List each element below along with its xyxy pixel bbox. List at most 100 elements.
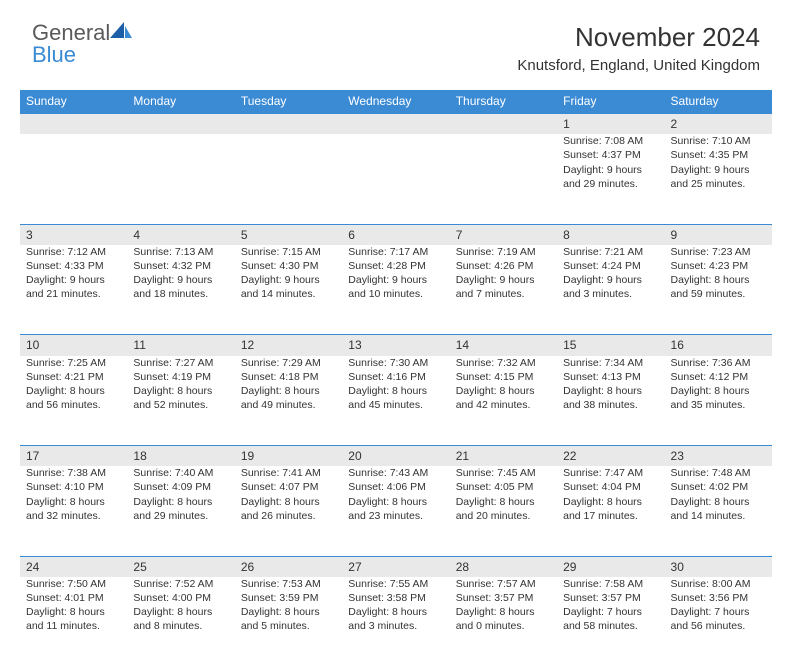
daynum-cell: 17 <box>20 446 127 466</box>
location: Knutsford, England, United Kingdom <box>517 57 760 74</box>
daylight2-text: and 23 minutes. <box>348 509 443 523</box>
day-number: 29 <box>563 560 576 574</box>
sunset-text: Sunset: 4:02 PM <box>671 480 766 494</box>
sunrise-text: Sunrise: 7:40 AM <box>133 466 228 480</box>
daynum-row: 3456789 <box>20 225 772 245</box>
daynum-cell: 9 <box>665 225 772 245</box>
day-number: 13 <box>348 338 361 352</box>
day-number: 26 <box>241 560 254 574</box>
sunset-text: Sunset: 4:23 PM <box>671 259 766 273</box>
daylight1-text: Daylight: 8 hours <box>456 495 551 509</box>
sunset-text: Sunset: 4:32 PM <box>133 259 228 273</box>
header: GeneralBlue November 2024 Knutsford, Eng… <box>0 0 792 82</box>
day-cell: Sunrise: 7:36 AMSunset: 4:12 PMDaylight:… <box>665 356 772 446</box>
sunset-text: Sunset: 4:21 PM <box>26 370 121 384</box>
day-number: 5 <box>241 228 248 242</box>
daylight2-text: and 58 minutes. <box>563 619 658 633</box>
daynum-row: 17181920212223 <box>20 446 772 466</box>
daynum-cell: 7 <box>450 225 557 245</box>
day-number: 17 <box>26 449 39 463</box>
day-cell: Sunrise: 7:40 AMSunset: 4:09 PMDaylight:… <box>127 466 234 556</box>
day-cell: Sunrise: 7:10 AMSunset: 4:35 PMDaylight:… <box>665 134 772 224</box>
sunset-text: Sunset: 4:13 PM <box>563 370 658 384</box>
day-number: 18 <box>133 449 146 463</box>
day-cell: Sunrise: 7:27 AMSunset: 4:19 PMDaylight:… <box>127 356 234 446</box>
daylight1-text: Daylight: 9 hours <box>26 273 121 287</box>
daynum-row: 10111213141516 <box>20 335 772 355</box>
daynum-cell: 3 <box>20 225 127 245</box>
sunrise-text: Sunrise: 7:12 AM <box>26 245 121 259</box>
day-number: 2 <box>671 117 678 131</box>
daynum-cell: 23 <box>665 446 772 466</box>
daylight1-text: Daylight: 8 hours <box>26 384 121 398</box>
daylight1-text: Daylight: 7 hours <box>563 605 658 619</box>
day-cell: Sunrise: 7:53 AMSunset: 3:59 PMDaylight:… <box>235 577 342 667</box>
daylight1-text: Daylight: 8 hours <box>26 495 121 509</box>
daynum-cell: 15 <box>557 335 664 355</box>
daylight2-text: and 7 minutes. <box>456 287 551 301</box>
daylight1-text: Daylight: 8 hours <box>133 384 228 398</box>
sunrise-text: Sunrise: 7:25 AM <box>26 356 121 370</box>
daylight1-text: Daylight: 8 hours <box>456 384 551 398</box>
daylight2-text: and 14 minutes. <box>241 287 336 301</box>
daylight2-text: and 56 minutes. <box>671 619 766 633</box>
daynum-cell: 5 <box>235 225 342 245</box>
sunrise-text: Sunrise: 7:34 AM <box>563 356 658 370</box>
day-cell: Sunrise: 7:19 AMSunset: 4:26 PMDaylight:… <box>450 245 557 335</box>
daylight2-text: and 14 minutes. <box>671 509 766 523</box>
sunrise-text: Sunrise: 7:10 AM <box>671 134 766 148</box>
sunrise-text: Sunrise: 7:45 AM <box>456 466 551 480</box>
sunrise-text: Sunrise: 7:48 AM <box>671 466 766 480</box>
sunrise-text: Sunrise: 7:50 AM <box>26 577 121 591</box>
brand-name: GeneralBlue <box>32 22 132 66</box>
day-number: 10 <box>26 338 39 352</box>
sunrise-text: Sunrise: 7:13 AM <box>133 245 228 259</box>
sunset-text: Sunset: 4:30 PM <box>241 259 336 273</box>
day-cell: Sunrise: 7:12 AMSunset: 4:33 PMDaylight:… <box>20 245 127 335</box>
day-header: Monday <box>127 90 234 113</box>
day-cell: Sunrise: 7:32 AMSunset: 4:15 PMDaylight:… <box>450 356 557 446</box>
empty-cell <box>450 134 557 224</box>
sunset-text: Sunset: 4:10 PM <box>26 480 121 494</box>
day-cell: Sunrise: 7:52 AMSunset: 4:00 PMDaylight:… <box>127 577 234 667</box>
daylight2-text: and 52 minutes. <box>133 398 228 412</box>
day-cell: Sunrise: 7:34 AMSunset: 4:13 PMDaylight:… <box>557 356 664 446</box>
sunrise-text: Sunrise: 7:47 AM <box>563 466 658 480</box>
day-header: Wednesday <box>342 90 449 113</box>
daynum-cell: 24 <box>20 557 127 577</box>
day-number: 4 <box>133 228 140 242</box>
daynum-cell: 26 <box>235 557 342 577</box>
day-number: 7 <box>456 228 463 242</box>
daynum-cell: 8 <box>557 225 664 245</box>
empty-cell <box>127 134 234 224</box>
daylight1-text: Daylight: 8 hours <box>563 384 658 398</box>
daylight1-text: Daylight: 8 hours <box>348 605 443 619</box>
sunrise-text: Sunrise: 7:17 AM <box>348 245 443 259</box>
day-cell: Sunrise: 7:15 AMSunset: 4:30 PMDaylight:… <box>235 245 342 335</box>
daynum-cell: 1 <box>557 113 664 134</box>
daynum-cell: 29 <box>557 557 664 577</box>
daylight1-text: Daylight: 9 hours <box>348 273 443 287</box>
sunrise-text: Sunrise: 7:27 AM <box>133 356 228 370</box>
daynum-cell: 30 <box>665 557 772 577</box>
sunrise-text: Sunrise: 7:53 AM <box>241 577 336 591</box>
daynum-cell: 11 <box>127 335 234 355</box>
day-cell: Sunrise: 7:17 AMSunset: 4:28 PMDaylight:… <box>342 245 449 335</box>
daynum-cell: 19 <box>235 446 342 466</box>
sunrise-text: Sunrise: 7:30 AM <box>348 356 443 370</box>
sunset-text: Sunset: 3:58 PM <box>348 591 443 605</box>
sunrise-text: Sunrise: 8:00 AM <box>671 577 766 591</box>
daynum-row: 24252627282930 <box>20 557 772 577</box>
sunset-text: Sunset: 4:09 PM <box>133 480 228 494</box>
daylight2-text: and 3 minutes. <box>348 619 443 633</box>
day-cell: Sunrise: 7:43 AMSunset: 4:06 PMDaylight:… <box>342 466 449 556</box>
day-cell: Sunrise: 7:23 AMSunset: 4:23 PMDaylight:… <box>665 245 772 335</box>
sunrise-text: Sunrise: 7:32 AM <box>456 356 551 370</box>
daylight1-text: Daylight: 9 hours <box>456 273 551 287</box>
daynum-cell: 2 <box>665 113 772 134</box>
daylight1-text: Daylight: 8 hours <box>456 605 551 619</box>
daynum-cell: 4 <box>127 225 234 245</box>
calendar-table: SundayMondayTuesdayWednesdayThursdayFrid… <box>20 90 772 667</box>
daylight1-text: Daylight: 8 hours <box>241 495 336 509</box>
day-number: 12 <box>241 338 254 352</box>
